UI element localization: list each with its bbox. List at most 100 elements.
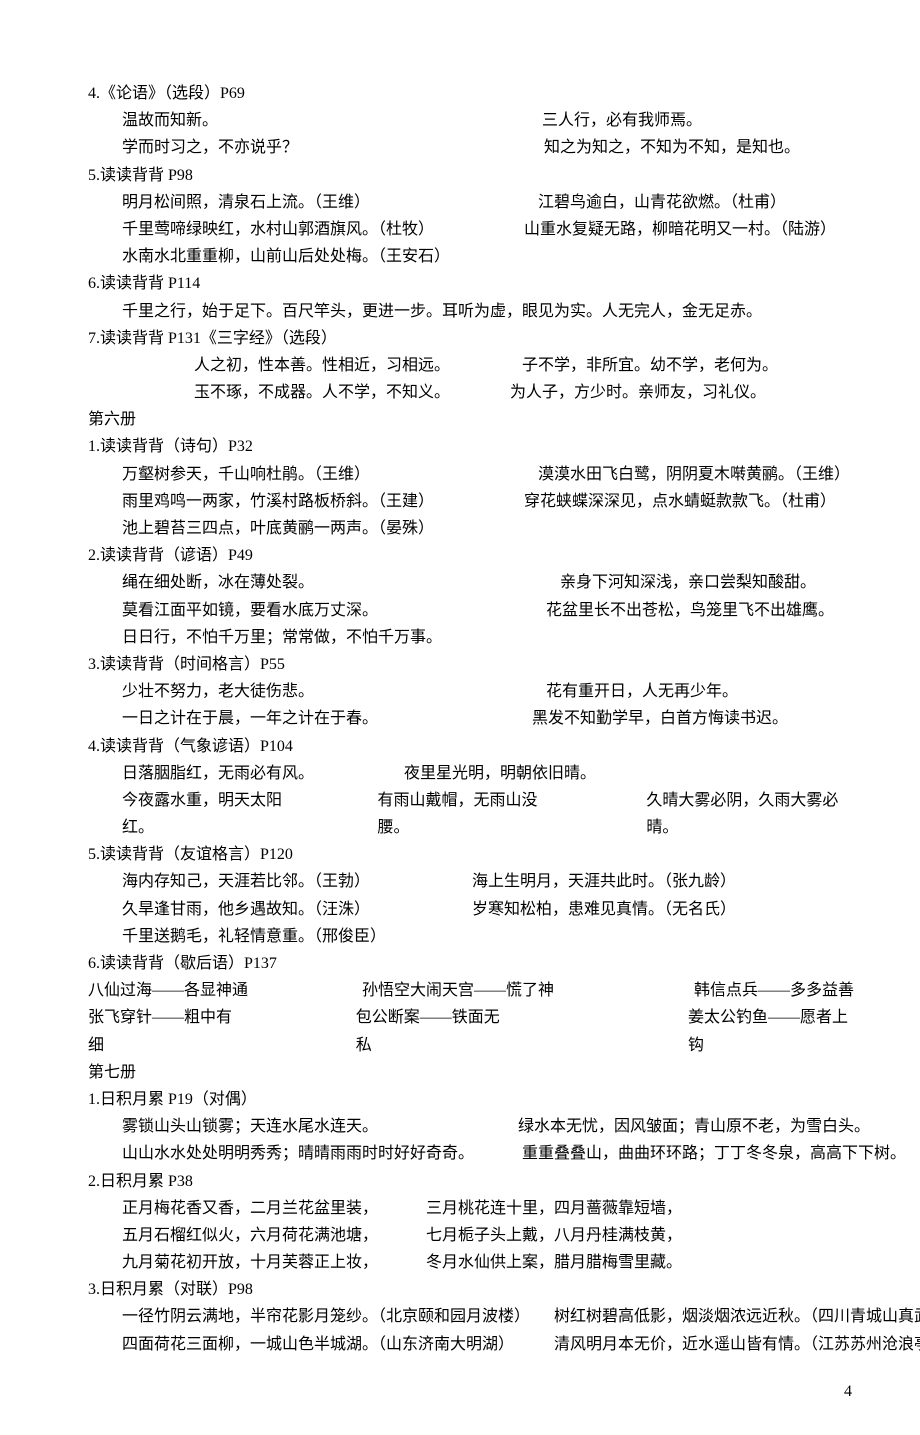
text-cell: 花有重开日，人无再少年。 — [546, 678, 738, 705]
text-row: 学而时习之，不亦说乎？ 知之为知之，不知为不知，是知也。 — [88, 134, 860, 161]
text-cell: 九月菊花初开放，十月芙蓉正上妆， — [122, 1249, 378, 1276]
page-number: 4 — [88, 1378, 860, 1405]
spacer — [554, 977, 694, 1004]
text-cell: 四面荷花三面柳，一城山色半城湖。（山东济南大明湖） — [122, 1331, 514, 1358]
text-row: 千里之行，始于足下。百尺竿头，更进一步。耳听为虚，眼见为实。人无完人，金无足赤。 — [88, 298, 860, 325]
text-cell: 为人子，方少时。亲师友，习礼仪。 — [510, 379, 766, 406]
text-cell: 包公断案——铁面无私 — [356, 1004, 512, 1058]
text-cell: 三月桃花连十里，四月蔷薇靠短墙， — [426, 1195, 682, 1222]
text-row: 玉不琢，不成器。人不学，不知义。 为人子，方少时。亲师友，习礼仪。 — [88, 379, 860, 406]
spacer — [314, 678, 546, 705]
text-row: 千里送鹅毛，礼轻情意重。（邢俊臣） — [88, 923, 860, 950]
section-title: 2.日积月累 P38 — [88, 1168, 860, 1195]
text-row: 水南水北重重柳，山前山后处处梅。（王安石） — [88, 243, 860, 270]
text-cell: 莫看江面平如镜，要看水底万丈深。 — [122, 597, 378, 624]
spacer — [514, 1331, 554, 1358]
spacer — [370, 461, 538, 488]
text-row: 久旱逢甘雨，他乡遇故知。（汪洙） 岁寒知松柏，患难见真情。（无名氏） — [88, 896, 860, 923]
text-cell: 江碧鸟逾白，山青花欲燃。（杜甫） — [538, 189, 786, 216]
text-row: 雾锁山头山锁雾；天连水尾水连天。 绿水本无忧，因风皱面；青山原不老，为雪白头。 — [88, 1113, 860, 1140]
text-cell: 海内存知己，天涯若比邻。（王勃） — [122, 868, 370, 895]
text-cell: 绿水本无忧，因风皱面；青山原不老，为雪白头。 — [518, 1113, 870, 1140]
spacer — [305, 787, 377, 841]
text-cell: 久旱逢甘雨，他乡遇故知。（汪洙） — [122, 896, 370, 923]
text-cell: 今夜露水重，明天太阳红。 — [122, 787, 305, 841]
text-cell: 张飞穿针——粗中有细 — [88, 1004, 244, 1058]
text-cell: 山重水复疑无路，柳暗花明又一村。（陆游） — [524, 216, 836, 243]
text-row: 绳在细处断，冰在薄处裂。 亲身下河知深浅，亲口尝梨知酸甜。 — [88, 569, 860, 596]
text-cell: 五月石榴红似火，六月荷花满池塘， — [122, 1222, 378, 1249]
text-cell: 温故而知新。 — [122, 107, 218, 134]
text-row: 温故而知新。 三人行，必有我师焉。 — [88, 107, 860, 134]
section-title: 6.读读背背 P114 — [88, 270, 860, 297]
spacer — [450, 352, 522, 379]
doc-body: 4.《论语》（选段）P69 温故而知新。 三人行，必有我师焉。 学而时习之，不亦… — [88, 80, 860, 1405]
text-row: 海内存知己，天涯若比邻。（王勃） 海上生明月，天涯共此时。（张九龄） — [88, 868, 860, 895]
spacer — [218, 107, 542, 134]
section-title: 2.读读背背（谚语）P49 — [88, 542, 860, 569]
text-cell: 久晴大雾必阴，久雨大雾必晴。 — [646, 787, 860, 841]
text-row: 池上碧苔三四点，叶底黄鹂一两声。（晏殊） — [88, 515, 860, 542]
text-cell: 万壑树参天，千山响杜鹃。（王维） — [122, 461, 370, 488]
text-row: 四面荷花三面柳，一城山色半城湖。（山东济南大明湖） 清风明月本无价，近水遥山皆有… — [88, 1331, 860, 1358]
spacer — [298, 134, 544, 161]
section-title: 3.读读背背（时间格言）P55 — [88, 651, 860, 678]
text-cell: 一径竹阴云满地，半帘花影月笼纱。（北京颐和园月波楼） — [122, 1303, 530, 1330]
spacer — [378, 1249, 426, 1276]
text-row: 少壮不努力，老大徒伤悲。 花有重开日，人无再少年。 — [88, 678, 860, 705]
text-cell: 冬月水仙供上案，腊月腊梅雪里藏。 — [426, 1249, 682, 1276]
text-cell: 夜里星光明，明朝依旧晴。 — [404, 760, 596, 787]
spacer — [248, 977, 362, 1004]
text-cell: 亲身下河知深浅，亲口尝梨知酸甜。 — [560, 569, 816, 596]
text-row: 日日行，不怕千万里；常常做，不怕千万事。 — [88, 624, 860, 651]
text-cell: 绳在细处断，冰在薄处裂。 — [122, 569, 314, 596]
section-title: 5.读读背背 P98 — [88, 162, 860, 189]
spacer — [474, 1140, 522, 1167]
text-cell: 穿花蛱蝶深深见，点水蜻蜓款款飞。（杜甫） — [524, 488, 836, 515]
text-cell: 千里莺啼绿映红，水村山郭酒旗风。（杜牧） — [122, 216, 434, 243]
spacer — [370, 189, 538, 216]
spacer — [512, 1004, 688, 1058]
text-cell: 韩信点兵——多多益善 — [694, 977, 854, 1004]
text-cell: 海上生明月，天涯共此时。（张九龄） — [472, 868, 736, 895]
text-cell: 明月松间照，清泉石上流。（王维） — [122, 189, 370, 216]
section-title: 4.读读背背（气象谚语）P104 — [88, 733, 860, 760]
spacer — [378, 1222, 426, 1249]
text-cell: 有雨山戴帽，无雨山没腰。 — [378, 787, 561, 841]
spacer — [370, 868, 472, 895]
text-cell: 山山水水处处明明秀秀；晴晴雨雨时时好好奇奇。 — [122, 1140, 474, 1167]
spacer — [314, 760, 404, 787]
text-row: 明月松间照，清泉石上流。（王维） 江碧鸟逾白，山青花欲燃。（杜甫） — [88, 189, 860, 216]
text-cell: 七月栀子头上戴，八月丹桂满枝黄， — [426, 1222, 682, 1249]
text-row: 山山水水处处明明秀秀；晴晴雨雨时时好好奇奇。 重重叠叠山，曲曲环环路；丁丁冬冬泉… — [88, 1140, 860, 1167]
text-row: 八仙过海——各显神通 孙悟空大闹天宫——慌了神 韩信点兵——多多益善 — [88, 977, 860, 1004]
text-row: 人之初，性本善。性相近，习相远。 子不学，非所宜。幼不学，老何为。 — [88, 352, 860, 379]
section-title: 5.读读背背（友谊格言）P120 — [88, 841, 860, 868]
text-cell: 树红树碧高低影，烟淡烟浓远近秋。（四川青城山真武殿） — [554, 1303, 920, 1330]
text-cell: 玉不琢，不成器。人不学，不知义。 — [194, 379, 450, 406]
text-cell: 漠漠水田飞白鹭，阴阴夏木啭黄鹂。（王维） — [538, 461, 850, 488]
text-cell: 学而时习之，不亦说乎？ — [122, 134, 298, 161]
text-row: 一径竹阴云满地，半帘花影月笼纱。（北京颐和园月波楼） 树红树碧高低影，烟淡烟浓远… — [88, 1303, 860, 1330]
text-cell: 孙悟空大闹天宫——慌了神 — [362, 977, 554, 1004]
text-row: 正月梅花香又香，二月兰花盆里装， 三月桃花连十里，四月蔷薇靠短墙， — [88, 1195, 860, 1222]
volume-title: 第六册 — [88, 406, 860, 433]
section-title: 1.日积月累 P19（对偶） — [88, 1086, 860, 1113]
text-row: 九月菊花初开放，十月芙蓉正上妆， 冬月水仙供上案，腊月腊梅雪里藏。 — [88, 1249, 860, 1276]
spacer — [244, 1004, 355, 1058]
text-row: 一日之计在于晨，一年之计在于春。 黑发不知勤学早，白首方悔读书迟。 — [88, 705, 860, 732]
volume-title: 第七册 — [88, 1059, 860, 1086]
spacer — [561, 787, 647, 841]
text-cell: 雾锁山头山锁雾；天连水尾水连天。 — [122, 1113, 378, 1140]
text-cell: 正月梅花香又香，二月兰花盆里装， — [122, 1195, 378, 1222]
spacer — [434, 488, 524, 515]
text-cell: 人之初，性本善。性相近，习相远。 — [194, 352, 450, 379]
text-cell: 清风明月本无价，近水遥山皆有情。（江苏苏州沧浪亭） — [554, 1331, 920, 1358]
section-title: 3.日积月累（对联）P98 — [88, 1276, 860, 1303]
spacer — [314, 569, 560, 596]
spacer — [378, 705, 532, 732]
text-cell: 黑发不知勤学早，白首方悔读书迟。 — [532, 705, 788, 732]
section-title: 7.读读背背 P131《三字经》（选段） — [88, 325, 860, 352]
text-cell: 八仙过海——各显神通 — [88, 977, 248, 1004]
text-cell: 一日之计在于晨，一年之计在于春。 — [122, 705, 378, 732]
